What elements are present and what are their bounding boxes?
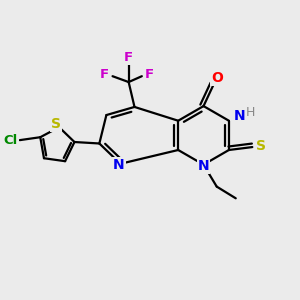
Text: N: N [234, 109, 246, 123]
Text: F: F [145, 68, 154, 81]
Text: F: F [124, 51, 133, 64]
Text: S: S [256, 139, 266, 153]
Text: O: O [212, 71, 223, 85]
Text: H: H [246, 106, 256, 119]
Text: N: N [113, 158, 125, 172]
Text: S: S [51, 117, 61, 131]
Text: N: N [198, 159, 209, 173]
Text: F: F [100, 68, 109, 81]
Text: Cl: Cl [3, 134, 17, 147]
